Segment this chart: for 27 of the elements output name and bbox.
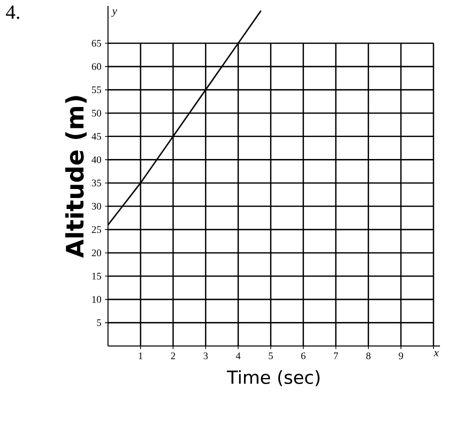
x-tick-label: 5 [268,352,273,360]
x-tick-label: 8 [366,352,371,360]
y-tick-label: 65 [92,40,102,47]
y-tick-label: 50 [92,110,102,116]
x-tick-label: 2 [171,352,176,360]
y-tick-label: 5 [97,319,102,326]
x-axis-title: Time (sec) [226,370,320,386]
annotation: y [111,9,118,17]
y-tick-label: 40 [92,156,102,164]
y-tick-label: 45 [92,133,102,140]
chart-title: 4. [6,6,20,19]
x-tick-label: 6 [301,352,306,360]
text: x [434,351,439,356]
y-tick-label: 55 [92,86,102,94]
y-tick-label: 60 [92,63,102,70]
x-tick-label: 3 [204,352,208,360]
x-tick-label: 9 [398,352,404,360]
x-tick-label: 7 [334,352,338,360]
x-tick-label: 1 [138,352,142,360]
y-tick-label: 30 [92,202,102,210]
y-tick-label: 25 [92,226,102,233]
y-tick-label: 10 [92,296,102,303]
y-tick-label: 15 [92,272,102,280]
y-tick-label: 35 [92,180,102,186]
x-tick-label: 4 [236,352,241,360]
y-tick-label: 20 [92,249,102,256]
y-axis-title: Altitude (m) [65,96,87,258]
